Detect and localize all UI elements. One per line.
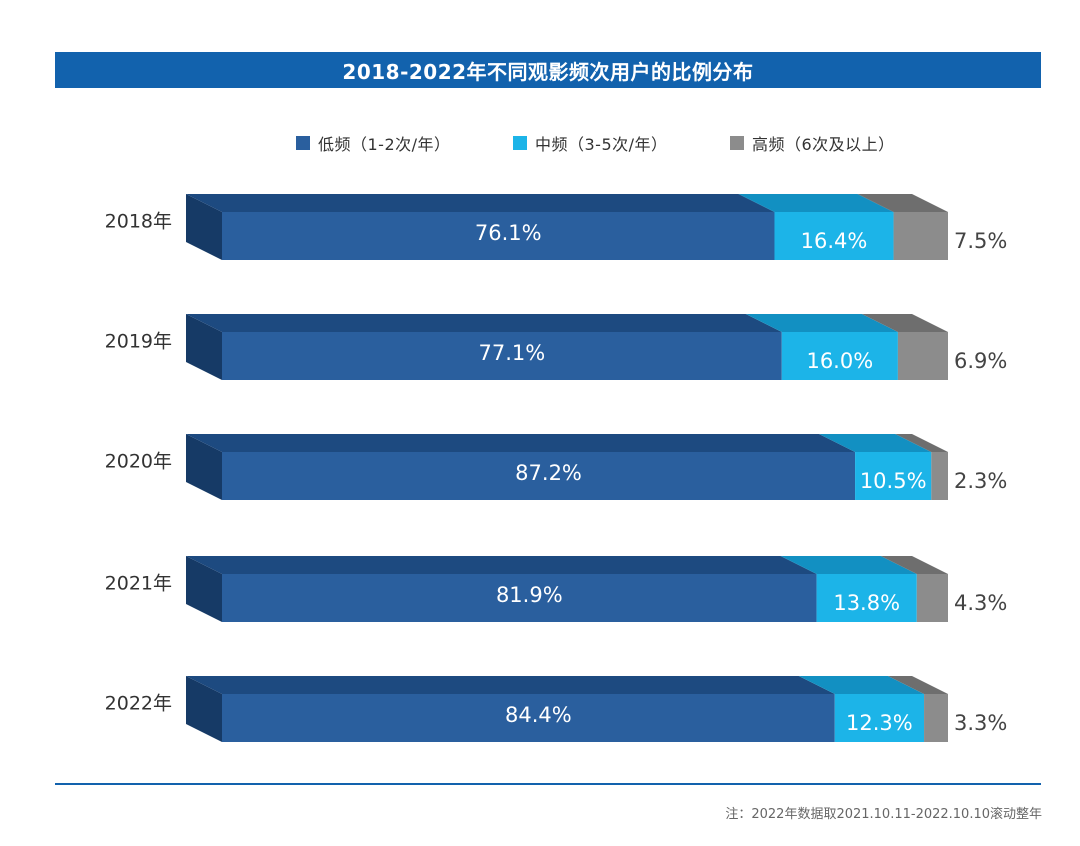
data-label-mid: 16.4%	[801, 229, 868, 253]
bar-top-low	[186, 676, 835, 694]
bar-top-high	[895, 434, 948, 452]
bar-side-face	[186, 556, 222, 622]
data-label-low: 87.2%	[515, 461, 582, 485]
year-label: 2021年	[105, 573, 172, 595]
bar-segment-high	[893, 212, 948, 260]
bar-segment-high	[931, 452, 948, 500]
bar-segment-high	[897, 332, 948, 380]
data-label-low: 81.9%	[496, 583, 563, 607]
legend-item-high: 高频（6次及以上）	[730, 130, 895, 156]
bar-segment-high	[924, 694, 948, 742]
legend-label-low: 低频（1-2次/年）	[318, 135, 451, 154]
legend-item-low: 低频（1-2次/年）	[296, 130, 451, 156]
bar-segment-low	[222, 332, 782, 380]
data-label-high: 2.3%	[954, 469, 1007, 493]
bar-top-high	[861, 314, 948, 332]
legend-swatch-low	[296, 136, 310, 150]
bar-segment-low	[222, 694, 835, 742]
year-label: 2020年	[105, 451, 172, 473]
bar-top-low	[186, 194, 775, 212]
bar-side-face	[186, 194, 222, 260]
bar-top-high	[888, 676, 948, 694]
year-label: 2022年	[105, 693, 172, 715]
data-label-mid: 16.0%	[806, 349, 873, 373]
data-label-mid: 10.5%	[860, 469, 927, 493]
footnote: 注：2022年数据取2021.10.11-2022.10.10滚动整年	[725, 807, 1042, 822]
data-label-high: 7.5%	[954, 229, 1007, 253]
bar-top-high	[857, 194, 948, 212]
footer-divider	[55, 783, 1041, 785]
bar-top-mid	[780, 556, 917, 574]
bar-segment-high	[916, 574, 948, 622]
chart-title-bar: 2018-2022年不同观影频次用户的比例分布	[55, 52, 1041, 88]
bar-segment-low	[222, 452, 856, 500]
bar-segment-low	[222, 212, 775, 260]
bar-top-low	[186, 556, 817, 574]
data-label-mid: 12.3%	[846, 711, 913, 735]
bar-segment-mid	[781, 332, 898, 380]
legend-item-mid: 中频（3-5次/年）	[513, 130, 668, 156]
bar-segment-low	[222, 574, 817, 622]
year-label: 2018年	[105, 211, 172, 233]
bar-segment-mid	[774, 212, 894, 260]
bar-top-mid	[745, 314, 898, 332]
bar-segment-mid	[834, 694, 925, 742]
legend-swatch-mid	[513, 136, 527, 150]
legend-swatch-high	[730, 136, 744, 150]
bar-segment-mid	[855, 452, 932, 500]
bar-side-face	[186, 434, 222, 500]
data-label-low: 76.1%	[475, 221, 542, 245]
data-label-high: 6.9%	[954, 349, 1007, 373]
bar-side-face	[186, 676, 222, 742]
legend-label-high: 高频（6次及以上）	[752, 135, 895, 154]
bar-top-mid	[738, 194, 894, 212]
data-label-low: 77.1%	[479, 341, 546, 365]
data-label-high: 3.3%	[954, 711, 1007, 735]
bar-top-mid	[819, 434, 932, 452]
data-label-mid: 13.8%	[833, 591, 900, 615]
legend: 低频（1-2次/年） 中频（3-5次/年） 高频（6次及以上）	[0, 130, 1080, 156]
bar-top-mid	[798, 676, 925, 694]
bar-top-low	[186, 434, 856, 452]
legend-label-mid: 中频（3-5次/年）	[535, 135, 668, 154]
chart-title: 2018-2022年不同观影频次用户的比例分布	[342, 59, 754, 84]
bar-side-face	[186, 314, 222, 380]
data-label-low: 84.4%	[505, 703, 572, 727]
bar-top-high	[880, 556, 948, 574]
data-label-high: 4.3%	[954, 591, 1007, 615]
year-label: 2019年	[105, 331, 172, 353]
bar-segment-mid	[816, 574, 917, 622]
bar-top-low	[186, 314, 782, 332]
